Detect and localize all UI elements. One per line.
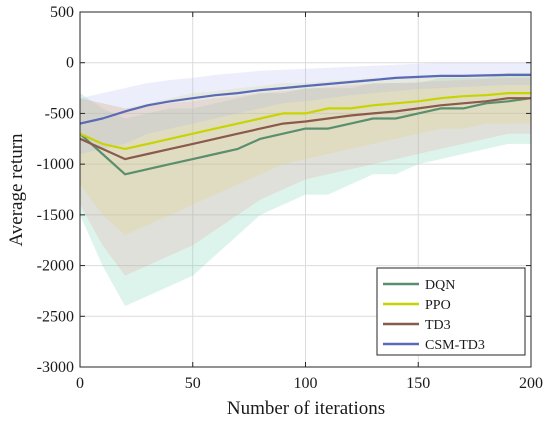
y-axis-label: Average return <box>6 133 27 247</box>
x-axis-label: Number of iterations <box>227 398 385 419</box>
dqn-band <box>80 72 531 307</box>
series-lines <box>79 73 532 176</box>
y-tick-label: 0 <box>66 55 74 72</box>
y-tick-labels: -3000 -2500 -2000 -1500 -1000 -500 0 500 <box>37 4 74 376</box>
y-tick-label: -2000 <box>37 258 74 275</box>
x-tick-labels: 0 50 100 150 200 <box>76 375 543 392</box>
x-tick-label: 0 <box>76 375 84 392</box>
y-tick-label: -3000 <box>37 359 74 376</box>
x-tick-label: 50 <box>185 375 201 392</box>
csm-td3-band <box>80 62 531 155</box>
y-tick-label: -1500 <box>37 207 74 224</box>
x-tick-label: 200 <box>519 375 543 392</box>
td3-band <box>80 77 531 276</box>
x-tick-label: 150 <box>406 375 430 392</box>
y-tick-label: -1000 <box>37 156 74 173</box>
legend-label-csm-td3: CSM-TD3 <box>425 338 485 353</box>
legend-label-ppo: PPO <box>425 298 451 313</box>
legend: DQN PPO TD3 CSM-TD3 <box>376 267 526 356</box>
x-tick-label: 100 <box>294 375 318 392</box>
legend-label-td3: TD3 <box>425 318 451 333</box>
td3-line <box>79 97 531 161</box>
legend-label-dqn: DQN <box>425 278 455 293</box>
ppo-line <box>79 91 531 150</box>
legend-box <box>376 267 526 356</box>
dqn-line <box>79 97 532 176</box>
y-tick-label: -2500 <box>37 308 74 325</box>
axis-ticks <box>79 11 532 368</box>
csm-td3-line <box>79 73 531 125</box>
y-tick-label: -500 <box>45 105 74 122</box>
y-tick-label: 500 <box>50 4 74 21</box>
